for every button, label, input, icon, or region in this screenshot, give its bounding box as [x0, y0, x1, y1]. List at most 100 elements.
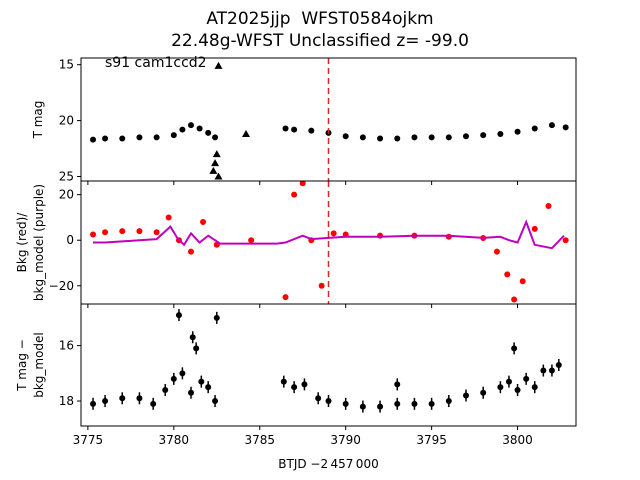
data-point: [136, 228, 143, 235]
data-point: [480, 132, 487, 139]
data-point: [377, 403, 384, 410]
data-point: [463, 133, 469, 140]
data-point: [514, 386, 521, 393]
data-point: [315, 395, 322, 402]
x-tick-label: 3785: [244, 433, 275, 447]
y-axis-label: Bkg (red)/: [15, 212, 29, 273]
chart-title-line2: 22.48g-WFST Unclassified z= -99.0: [171, 31, 469, 51]
triangle-marker: [214, 172, 223, 180]
data-point: [119, 135, 126, 142]
data-point: [428, 134, 435, 141]
data-point: [291, 384, 298, 391]
data-point: [562, 124, 569, 131]
data-point: [359, 134, 366, 141]
triangle-marker: [242, 130, 250, 138]
panel-data: [90, 181, 569, 303]
data-point: [119, 395, 126, 402]
data-point: [394, 135, 401, 142]
data-point: [175, 312, 182, 319]
data-point: [463, 392, 469, 399]
data-point: [411, 134, 418, 141]
data-point: [555, 362, 562, 368]
panel-3: 16 18 T mag − bkg_model 3775 3780 3785 3790 3795…: [15, 303, 577, 447]
panel-data: [90, 309, 562, 413]
data-point: [153, 134, 160, 141]
data-point: [308, 127, 315, 134]
triangle-marker: [211, 159, 220, 167]
data-point: [493, 248, 500, 255]
data-point: [548, 122, 555, 129]
data-point: [445, 398, 452, 405]
y-axis-label: T mag: [31, 101, 45, 140]
data-point: [325, 398, 332, 405]
data-point: [102, 135, 109, 142]
x-tick-label: 3795: [416, 433, 447, 447]
y-axis-label: T mag −: [15, 339, 29, 392]
data-point: [394, 400, 401, 407]
data-point: [162, 386, 169, 393]
x-tick-label: 3775: [73, 433, 104, 447]
data-point: [548, 367, 555, 374]
triangle-marker: [212, 150, 221, 158]
data-point: [282, 125, 289, 132]
data-point: [189, 334, 196, 341]
data-point: [136, 395, 143, 402]
y-tick-label: 18: [59, 394, 74, 408]
y-tick-label: 0: [66, 233, 74, 247]
triangle-marker: [209, 166, 218, 174]
data-point: [540, 367, 547, 374]
data-point: [102, 398, 109, 405]
data-point: [514, 128, 521, 135]
data-point: [90, 400, 97, 407]
data-point: [531, 125, 538, 132]
data-point: [212, 134, 219, 141]
data-point: [445, 134, 452, 141]
data-point: [153, 229, 160, 236]
y-tick-label: 15: [59, 58, 74, 72]
y-tick-label: −20: [49, 279, 74, 293]
data-point: [150, 400, 157, 407]
data-point: [282, 294, 289, 301]
data-point: [523, 375, 530, 382]
y-tick-label: 20: [59, 188, 74, 202]
data-point: [318, 282, 325, 289]
data-point: [179, 126, 186, 133]
data-point: [531, 225, 538, 232]
data-point: [212, 398, 219, 405]
data-point: [562, 237, 569, 244]
data-point: [504, 271, 511, 278]
data-point: [205, 129, 212, 136]
data-point: [196, 125, 203, 132]
data-point: [119, 228, 126, 235]
y-tick-label: 16: [59, 339, 74, 353]
data-point: [330, 230, 337, 237]
y-axis-label: bkg_model: [32, 332, 46, 398]
data-point: [411, 400, 418, 407]
data-point: [342, 133, 349, 140]
data-point: [280, 378, 287, 385]
data-point: [198, 378, 205, 385]
data-point: [394, 381, 401, 388]
axes-frame: [80, 303, 577, 427]
data-point: [213, 314, 220, 321]
data-point: [511, 296, 518, 303]
data-point: [359, 403, 366, 410]
data-point: [205, 384, 212, 391]
y-tick-label: 20: [59, 114, 74, 128]
x-tick-label: 3780: [159, 433, 190, 447]
x-axis-label: BTJD −2 457 000: [278, 457, 378, 471]
data-point: [545, 203, 552, 210]
data-point: [170, 375, 177, 382]
series-line: [93, 219, 565, 250]
data-point: [497, 131, 504, 138]
panel-data: [90, 61, 569, 180]
triangle-marker: [214, 61, 223, 69]
data-point: [188, 122, 194, 129]
data-point: [170, 132, 177, 139]
data-point: [193, 345, 200, 352]
data-point: [301, 381, 308, 388]
data-point: [90, 231, 97, 238]
panel-1: 15 20 25 T mag: [31, 57, 577, 185]
x-tick-label: 3800: [502, 433, 533, 447]
